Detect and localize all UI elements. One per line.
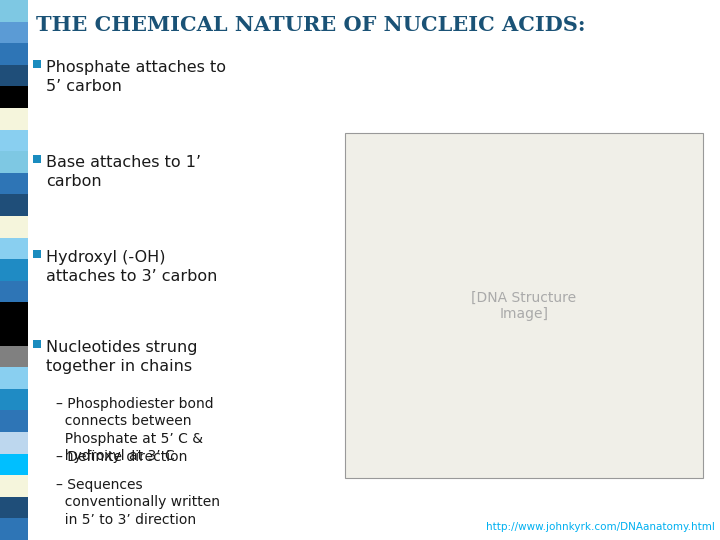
- Bar: [0, 432, 28, 454]
- Text: – Phosphodiester bond
  connects between
  Phosphate at 5’ C &
  hydroxyl at 3’ : – Phosphodiester bond connects between P…: [56, 397, 214, 463]
- Bar: [0, 238, 28, 259]
- Bar: [0, 454, 28, 475]
- Bar: [33, 250, 41, 258]
- Bar: [0, 108, 28, 130]
- Bar: [0, 151, 28, 173]
- Bar: [0, 173, 28, 194]
- Bar: [33, 60, 41, 68]
- Bar: [0, 410, 28, 432]
- Text: Phosphate attaches to
5’ carbon: Phosphate attaches to 5’ carbon: [46, 60, 226, 94]
- Bar: [0, 22, 28, 43]
- Bar: [0, 194, 28, 216]
- Bar: [0, 259, 28, 281]
- Bar: [0, 65, 28, 86]
- Text: – Sequences
  conventionally written
  in 5’ to 3’ direction: – Sequences conventionally written in 5’…: [56, 478, 220, 526]
- Text: Nucleotides strung
together in chains: Nucleotides strung together in chains: [46, 340, 197, 374]
- Bar: [0, 0, 28, 22]
- Text: Hydroxyl (-OH)
attaches to 3’ carbon: Hydroxyl (-OH) attaches to 3’ carbon: [46, 250, 217, 284]
- Bar: [0, 324, 28, 346]
- Bar: [0, 43, 28, 65]
- Bar: [0, 216, 28, 238]
- Bar: [0, 86, 28, 108]
- Bar: [0, 302, 28, 324]
- Text: THE CHEMICAL NATURE OF NUCLEIC ACIDS:: THE CHEMICAL NATURE OF NUCLEIC ACIDS:: [36, 15, 585, 35]
- Bar: [345, 133, 703, 478]
- Text: – Definite direction: – Definite direction: [56, 450, 187, 464]
- Bar: [0, 389, 28, 410]
- Text: [DNA Structure
Image]: [DNA Structure Image]: [472, 291, 577, 321]
- Text: http://www.johnkyrk.com/DNAanatomy.html: http://www.johnkyrk.com/DNAanatomy.html: [486, 522, 715, 532]
- Bar: [33, 155, 41, 163]
- Bar: [0, 367, 28, 389]
- Bar: [0, 281, 28, 302]
- Text: Base attaches to 1’
carbon: Base attaches to 1’ carbon: [46, 155, 201, 189]
- Bar: [0, 518, 28, 540]
- Bar: [0, 497, 28, 518]
- Bar: [33, 340, 41, 348]
- Bar: [0, 346, 28, 367]
- Bar: [0, 130, 28, 151]
- Bar: [0, 475, 28, 497]
